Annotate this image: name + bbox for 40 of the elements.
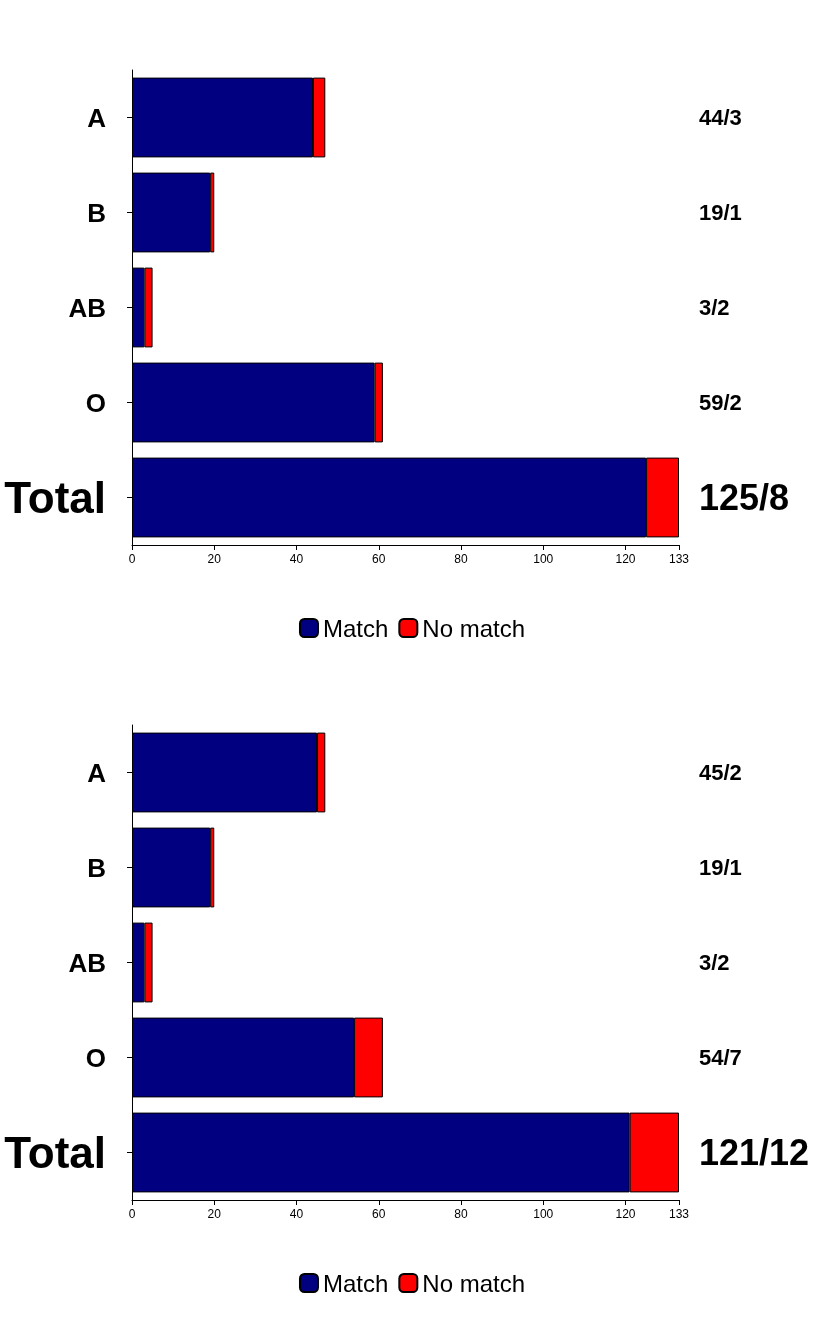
text: 44/3 bbox=[699, 105, 742, 130]
legend-label: No match bbox=[422, 614, 526, 642]
x-tick-label: 20 bbox=[207, 552, 222, 566]
x-tick-label: 133 bbox=[668, 1207, 690, 1221]
y-tick-label: O bbox=[85, 1042, 106, 1073]
x-tick-label: 60 bbox=[372, 1207, 386, 1221]
x-tick-label: 80 bbox=[454, 552, 469, 566]
y-tick-label: AB bbox=[68, 292, 106, 323]
x-tick-label: 133 bbox=[668, 552, 690, 566]
x-tick-label: 100 bbox=[533, 552, 554, 566]
text: 19/1 bbox=[699, 200, 742, 225]
text: 3/2 bbox=[699, 950, 730, 975]
x-tick-label: 40 bbox=[289, 1207, 304, 1221]
x-tick-label: 100 bbox=[533, 1207, 554, 1221]
x-tick-label: 60 bbox=[372, 552, 386, 566]
legend-label: Match bbox=[322, 1269, 389, 1297]
text: 3/2 bbox=[699, 295, 730, 320]
text: 19/1 bbox=[699, 855, 742, 880]
text: 45/2 bbox=[699, 760, 742, 785]
y-tick-label: Total bbox=[4, 1128, 106, 1177]
x-tick-label: 80 bbox=[454, 1207, 469, 1221]
x-tick-label: 40 bbox=[289, 552, 304, 566]
y-tick-label: Total bbox=[4, 473, 106, 522]
text: 121/12 bbox=[699, 1132, 810, 1173]
y-tick-label: O bbox=[85, 387, 106, 418]
legend-label: Match bbox=[322, 614, 389, 642]
x-tick-label: 0 bbox=[128, 1207, 136, 1221]
y-tick-label: B bbox=[87, 852, 106, 883]
x-tick-label: 20 bbox=[207, 1207, 222, 1221]
legend-label: No match bbox=[422, 1269, 526, 1297]
text: 125/8 bbox=[699, 477, 790, 518]
x-tick-label: 0 bbox=[128, 552, 136, 566]
x-tick-label: 120 bbox=[615, 552, 636, 566]
text: 54/7 bbox=[699, 1045, 742, 1070]
text: 59/2 bbox=[699, 390, 742, 415]
x-tick-label: 120 bbox=[615, 1207, 636, 1221]
y-tick-label: B bbox=[87, 197, 106, 228]
y-tick-label: A bbox=[87, 102, 107, 133]
y-tick-label: AB bbox=[68, 947, 106, 978]
y-tick-label: A bbox=[87, 757, 107, 788]
